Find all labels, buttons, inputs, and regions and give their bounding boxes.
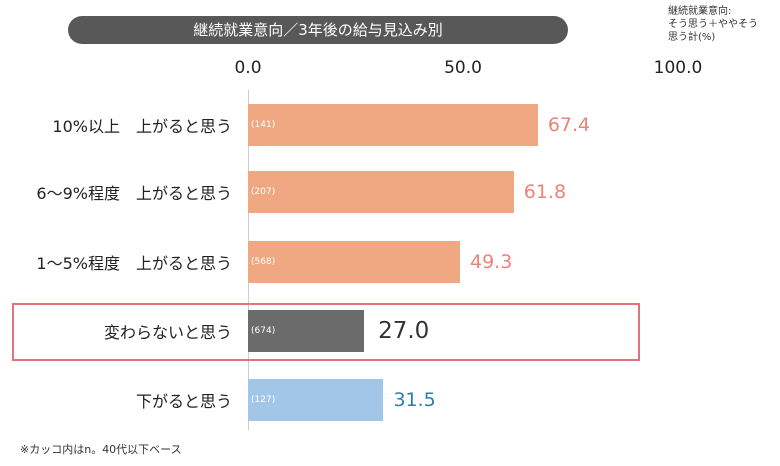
value-label: 49.3 xyxy=(469,251,513,273)
n-label: (127) xyxy=(251,395,276,405)
category-label: 6～9%程度 上がると思う xyxy=(36,184,232,203)
value-label: 31.5 xyxy=(393,389,436,411)
n-label: (568) xyxy=(251,257,276,267)
n-label: (141) xyxy=(251,120,276,130)
bar: (207) xyxy=(248,171,514,213)
n-label: (674) xyxy=(251,326,276,336)
value-label: 27.0 xyxy=(378,318,430,344)
value-label: 61.8 xyxy=(523,181,567,203)
value-label: 67.4 xyxy=(547,114,591,136)
bar: (127) xyxy=(248,379,384,421)
category-label: 10%以上 上がると思う xyxy=(52,117,232,136)
value-note: 継続就業意向: そう思う＋ややそう 思う計(%) xyxy=(668,6,758,43)
category-label: 1～5%程度 上がると思う xyxy=(36,254,232,273)
category-label: 変わらないと思う xyxy=(103,323,232,342)
tick-label: 0.0 xyxy=(234,58,262,78)
chart-title: 継続就業意向／3年後の給与見込み別 xyxy=(68,16,568,44)
bar: (141) xyxy=(248,104,538,146)
bar: (568) xyxy=(248,241,460,283)
highlight-box xyxy=(12,303,640,361)
category-label: 下がると思う xyxy=(135,392,232,411)
tick-label: 50.0 xyxy=(444,58,482,78)
tick-label: 100.0 xyxy=(653,58,703,78)
footnote: ※カッコ内はn。40代以下ベース xyxy=(20,443,182,456)
n-label: (207) xyxy=(251,187,276,197)
bar: (674) xyxy=(248,310,365,352)
